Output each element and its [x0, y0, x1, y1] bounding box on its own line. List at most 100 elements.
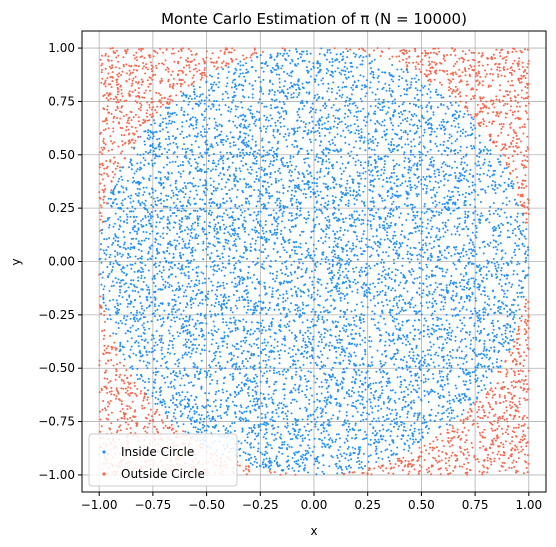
point-inside [236, 290, 239, 293]
point-outside [516, 342, 519, 344]
point-inside [437, 364, 440, 367]
point-inside [184, 320, 187, 323]
point-outside [124, 391, 127, 394]
point-inside [294, 421, 297, 424]
point-outside [116, 117, 119, 119]
point-inside [279, 312, 282, 315]
point-outside [479, 440, 482, 443]
point-inside [354, 378, 357, 381]
point-outside [125, 428, 128, 430]
point-inside [232, 293, 235, 296]
point-inside [169, 142, 172, 145]
point-inside [293, 186, 296, 189]
point-inside [428, 242, 431, 245]
point-inside [357, 390, 360, 393]
point-inside [447, 219, 450, 222]
point-inside [275, 73, 278, 76]
point-inside [399, 94, 402, 97]
point-inside [418, 143, 420, 146]
point-inside [284, 80, 286, 83]
point-inside [177, 358, 180, 361]
point-inside [298, 173, 301, 175]
point-inside [473, 307, 476, 310]
point-outside [502, 400, 505, 403]
point-inside [426, 222, 429, 225]
point-inside [311, 357, 314, 360]
point-outside [103, 142, 105, 145]
point-inside [315, 408, 318, 411]
point-inside [142, 270, 144, 273]
point-inside [191, 236, 194, 239]
point-inside [235, 299, 238, 302]
point-inside [356, 343, 359, 346]
point-inside [378, 368, 381, 371]
point-inside [404, 131, 407, 134]
point-inside [422, 134, 425, 137]
point-inside [482, 290, 485, 292]
point-inside [313, 276, 316, 279]
point-inside [205, 170, 208, 173]
point-inside [168, 138, 171, 140]
point-inside [176, 331, 179, 334]
point-inside [122, 186, 125, 189]
point-inside [278, 464, 281, 467]
point-inside [367, 142, 370, 145]
point-inside [381, 289, 384, 292]
point-inside [395, 423, 398, 426]
point-inside [377, 106, 379, 109]
point-inside [414, 87, 417, 90]
point-inside [318, 461, 321, 464]
point-outside [516, 181, 519, 184]
point-inside [369, 438, 372, 441]
point-inside [154, 200, 157, 203]
point-inside [284, 261, 286, 264]
point-outside [395, 55, 398, 58]
point-inside [411, 296, 414, 299]
point-inside [211, 338, 214, 341]
point-inside [412, 214, 415, 217]
point-inside [475, 336, 477, 339]
point-inside [370, 340, 373, 343]
point-inside [164, 138, 167, 141]
point-inside [137, 345, 140, 348]
point-inside [477, 325, 480, 328]
point-inside [227, 327, 230, 330]
point-outside [172, 77, 175, 80]
point-inside [520, 291, 523, 294]
point-inside [339, 353, 342, 356]
point-inside [181, 354, 184, 357]
point-inside [253, 380, 256, 383]
point-inside [304, 346, 307, 349]
point-inside [290, 164, 293, 167]
point-inside [309, 256, 312, 259]
point-outside [343, 472, 346, 475]
point-inside [319, 335, 322, 338]
point-inside [386, 380, 388, 383]
point-outside [507, 433, 509, 436]
point-inside [246, 276, 249, 279]
point-outside [492, 394, 495, 397]
point-inside [197, 234, 200, 237]
point-inside [192, 127, 195, 130]
point-inside [328, 227, 330, 229]
point-inside [494, 227, 497, 230]
point-inside [228, 197, 231, 200]
point-inside [161, 121, 164, 124]
point-inside [400, 111, 403, 113]
point-inside [305, 269, 308, 272]
point-inside [236, 343, 239, 345]
point-inside [307, 157, 309, 160]
point-inside [329, 376, 331, 379]
point-inside [496, 365, 499, 368]
point-inside [276, 64, 279, 67]
point-inside [179, 172, 182, 175]
point-inside [308, 214, 310, 217]
point-inside [335, 183, 338, 186]
point-inside [483, 345, 486, 348]
point-inside [394, 246, 396, 249]
point-inside [226, 406, 229, 409]
point-inside [127, 302, 130, 305]
point-inside [488, 160, 491, 163]
point-inside [186, 215, 189, 218]
point-outside [102, 129, 105, 132]
